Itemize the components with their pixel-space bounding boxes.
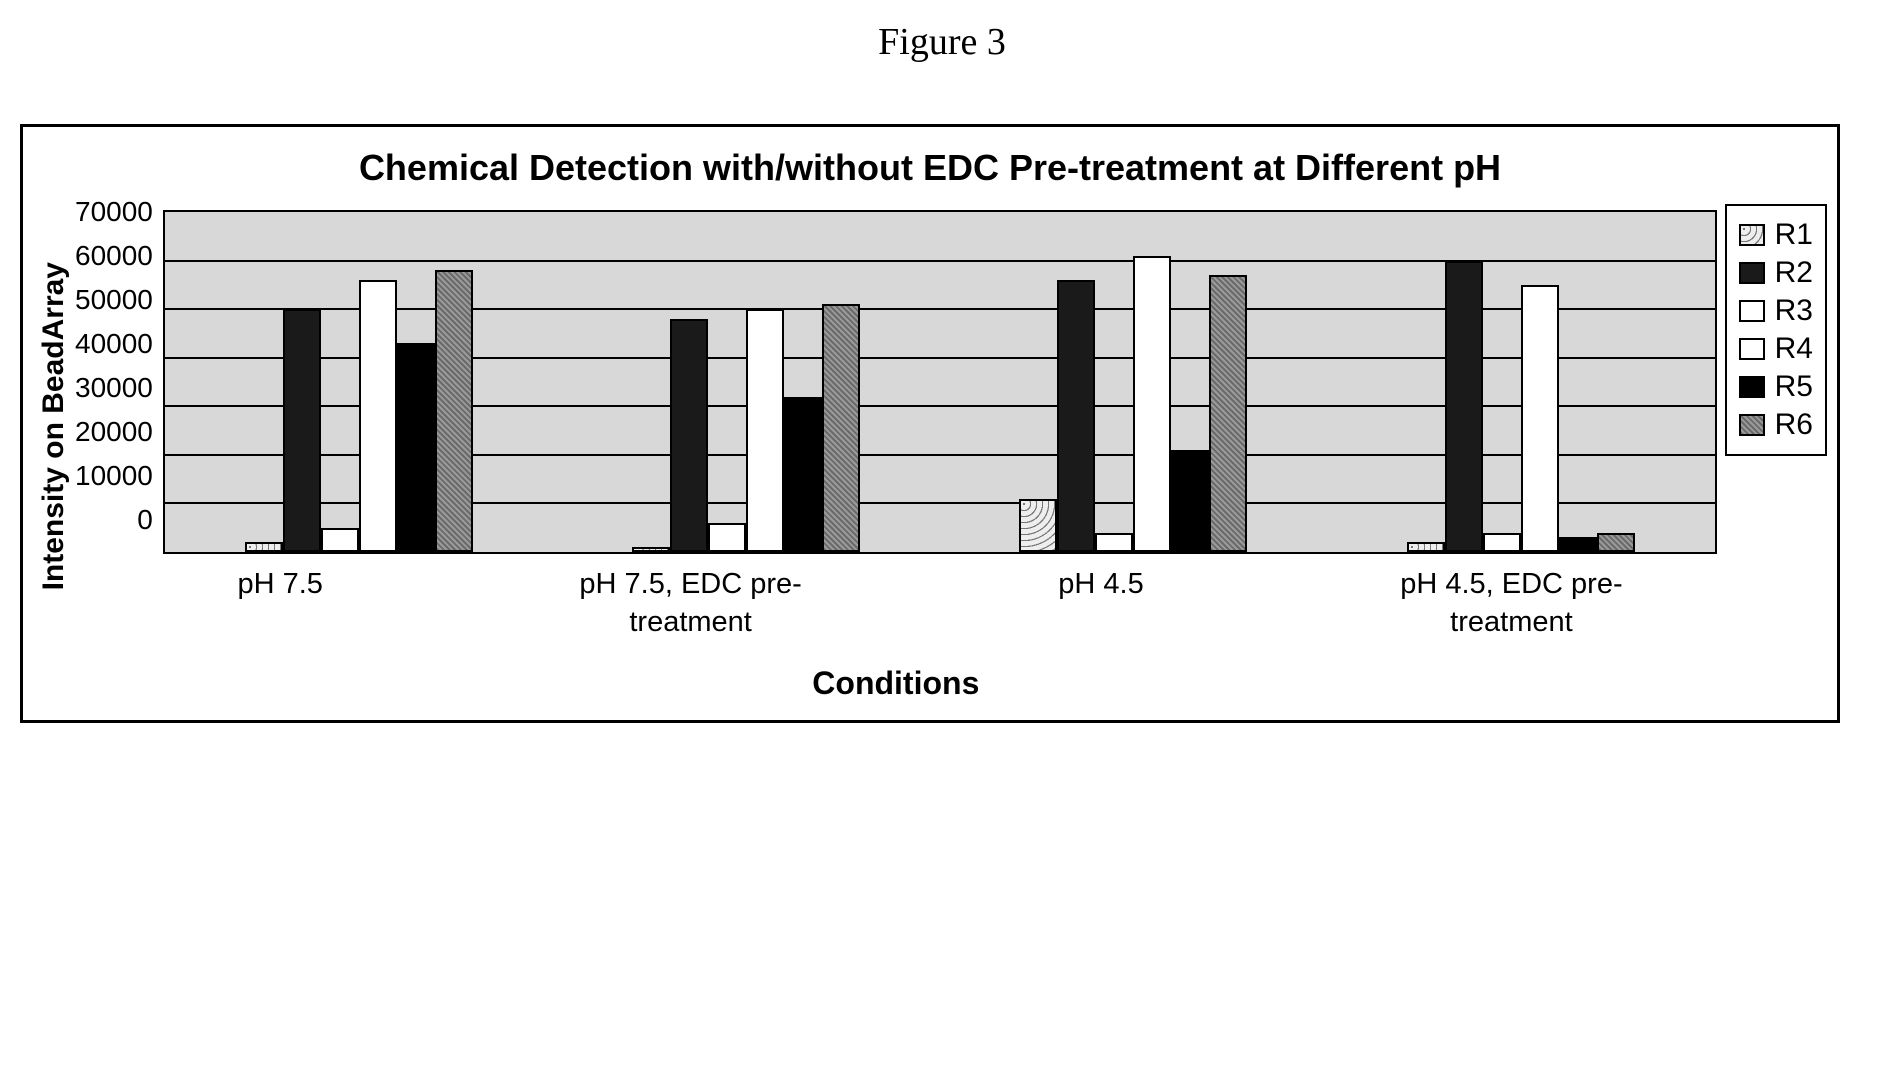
bar bbox=[1095, 533, 1133, 552]
bar bbox=[283, 309, 321, 552]
y-tick-label: 50000 bbox=[75, 284, 153, 316]
legend-swatch bbox=[1739, 338, 1765, 360]
x-tick-label: pH 7.5, EDC pre-treatment bbox=[541, 566, 841, 641]
bar bbox=[321, 528, 359, 552]
bars-layer bbox=[165, 212, 1715, 552]
y-axis-label: Intensity on BeadArray bbox=[33, 262, 75, 590]
x-tick-label: pH 4.5, EDC pre-treatment bbox=[1361, 566, 1661, 641]
bar-group bbox=[1407, 261, 1635, 552]
legend: R1 R2 R3 R4 R5 R6 bbox=[1725, 204, 1827, 456]
y-axis-ticks: 0 10000 20000 30000 40000 50000 60000 70000 bbox=[75, 196, 163, 536]
bar bbox=[1209, 275, 1247, 552]
bar bbox=[632, 547, 670, 552]
y-tick-label: 30000 bbox=[75, 372, 153, 404]
legend-label: R3 bbox=[1775, 294, 1813, 328]
bar bbox=[1171, 450, 1209, 552]
legend-swatch bbox=[1739, 414, 1765, 436]
bar bbox=[1483, 533, 1521, 552]
legend-swatch bbox=[1739, 300, 1765, 322]
bar bbox=[1133, 256, 1171, 552]
bar bbox=[1407, 542, 1445, 552]
y-tick-label: 10000 bbox=[75, 460, 153, 492]
bar bbox=[1019, 499, 1057, 552]
legend-item: R1 bbox=[1739, 218, 1813, 252]
legend-item: R2 bbox=[1739, 256, 1813, 290]
legend-label: R5 bbox=[1775, 370, 1813, 404]
bar bbox=[1559, 537, 1597, 552]
bar bbox=[1597, 533, 1635, 552]
bar bbox=[784, 397, 822, 552]
legend-item: R4 bbox=[1739, 332, 1813, 366]
legend-item: R3 bbox=[1739, 294, 1813, 328]
bar-group bbox=[245, 270, 473, 552]
legend-swatch bbox=[1739, 224, 1765, 246]
bar bbox=[746, 309, 784, 552]
bar bbox=[822, 304, 860, 552]
bar bbox=[708, 523, 746, 552]
figure-caption: Figure 3 bbox=[20, 20, 1864, 64]
x-axis-labels: pH 7.5 pH 7.5, EDC pre-treatment pH 4.5 pH … bbox=[75, 566, 1717, 641]
y-tick-label: 20000 bbox=[75, 416, 153, 448]
bar bbox=[397, 343, 435, 552]
bar bbox=[359, 280, 397, 552]
chart-container: Chemical Detection with/without EDC Pre-… bbox=[20, 124, 1840, 723]
bar-group bbox=[632, 304, 860, 552]
legend-item: R6 bbox=[1739, 408, 1813, 442]
legend-label: R1 bbox=[1775, 218, 1813, 252]
y-tick-label: 40000 bbox=[75, 328, 153, 360]
bar-group bbox=[1019, 256, 1247, 552]
legend-item: R5 bbox=[1739, 370, 1813, 404]
y-tick-label: 60000 bbox=[75, 240, 153, 272]
bar bbox=[1445, 261, 1483, 552]
bar bbox=[670, 319, 708, 552]
plot-area bbox=[163, 210, 1717, 554]
y-tick-label: 0 bbox=[75, 504, 153, 536]
chart-title: Chemical Detection with/without EDC Pre-… bbox=[73, 145, 1787, 190]
legend-swatch bbox=[1739, 376, 1765, 398]
legend-swatch bbox=[1739, 262, 1765, 284]
bar bbox=[245, 542, 283, 552]
x-tick-label: pH 4.5 bbox=[951, 566, 1251, 641]
y-tick-label: 70000 bbox=[75, 196, 153, 228]
legend-label: R6 bbox=[1775, 408, 1813, 442]
bar bbox=[435, 270, 473, 552]
legend-label: R4 bbox=[1775, 332, 1813, 366]
bar bbox=[1057, 280, 1095, 552]
bar bbox=[1521, 285, 1559, 552]
legend-label: R2 bbox=[1775, 256, 1813, 290]
x-axis-title: Conditions bbox=[75, 665, 1717, 702]
x-tick-label: pH 7.5 bbox=[130, 566, 430, 641]
